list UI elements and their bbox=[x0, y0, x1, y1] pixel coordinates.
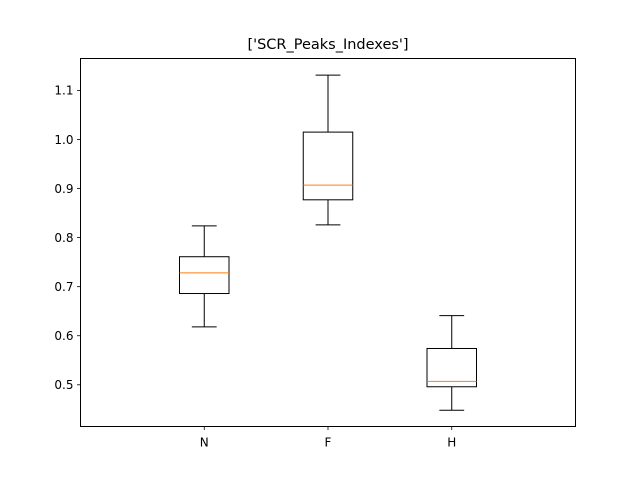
box-h bbox=[426, 347, 477, 388]
y-tick-label: 0.6 bbox=[54, 329, 73, 343]
y-tick-label: 1.1 bbox=[54, 84, 73, 98]
plot-frame bbox=[80, 58, 576, 427]
y-tick-label: 0.8 bbox=[54, 231, 73, 245]
x-tick-label: H bbox=[447, 436, 456, 450]
chart-title: ['SCR_Peaks_Indexes'] bbox=[247, 37, 408, 53]
boxes-group bbox=[179, 74, 477, 411]
x-tick-label: F bbox=[325, 436, 332, 450]
box-n bbox=[179, 256, 230, 295]
y-tick-label: 1.0 bbox=[54, 133, 73, 147]
y-tick-label: 0.9 bbox=[54, 182, 73, 196]
y-tick-label: 0.7 bbox=[54, 280, 73, 294]
box-f bbox=[302, 131, 354, 201]
y-axis: 0.5 0.6 0.7 0.8 0.9 1.0 1.1 bbox=[54, 84, 81, 392]
x-tick-label: N bbox=[200, 436, 209, 450]
y-tick-label: 0.5 bbox=[54, 378, 73, 392]
